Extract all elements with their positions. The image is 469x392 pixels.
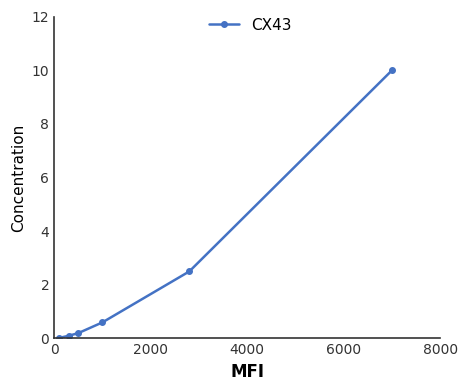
CX43 (76, 331, 81, 336)
CX43 (99, 320, 105, 325)
Line: CX43: CX43 (56, 67, 395, 341)
CX43 (66, 334, 71, 338)
CX43 (56, 336, 62, 340)
CX43 (389, 68, 395, 73)
CX43 (187, 269, 192, 274)
Y-axis label: Concentration: Concentration (11, 123, 26, 232)
X-axis label: MFI: MFI (230, 363, 264, 381)
Legend: CX43: CX43 (209, 18, 292, 33)
